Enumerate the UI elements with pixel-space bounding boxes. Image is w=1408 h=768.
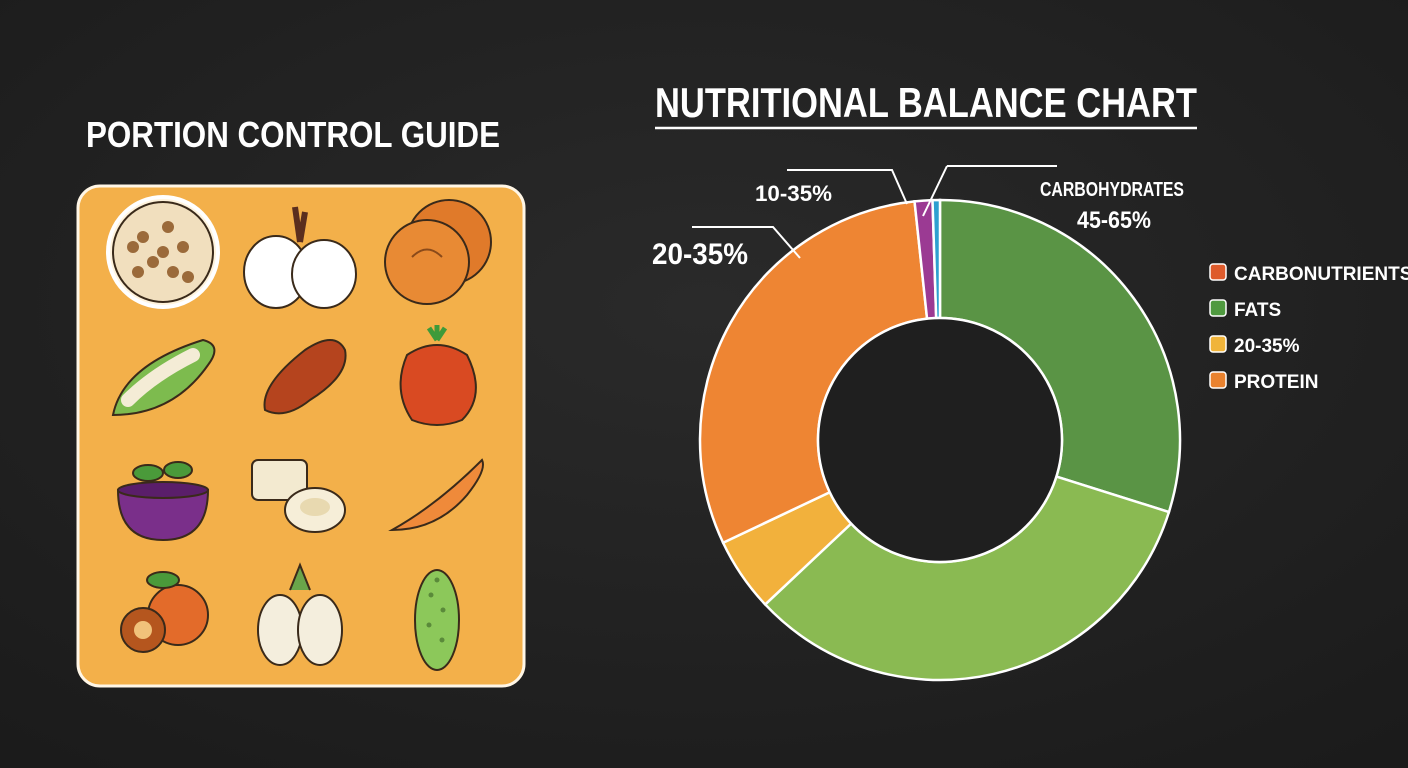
chart-title: NUTRITIONAL BALANCE CHART xyxy=(655,79,1197,126)
carrot-icon xyxy=(388,458,484,532)
tofu-icon xyxy=(251,459,346,533)
legend-item: CARBONUTRIENTS xyxy=(1209,263,1408,285)
legend-item: FATS xyxy=(1209,299,1281,321)
legend-label: CARBONUTRIENTS xyxy=(1234,264,1408,285)
legend-swatch xyxy=(1209,335,1227,353)
legend-label: 20-35% xyxy=(1234,336,1300,357)
carbs-label: CARBOHYDRATES xyxy=(1040,179,1184,201)
sweet-potato-icon xyxy=(263,339,347,415)
food-panel xyxy=(76,184,526,688)
carbs-range-label: 45-65% xyxy=(1077,207,1151,234)
donut-chart xyxy=(698,198,1182,682)
fat-range-label: 20-35% xyxy=(652,238,748,271)
carbs-leader xyxy=(922,165,948,217)
white-eggplant-icon xyxy=(257,562,343,666)
donut-hole xyxy=(816,316,1064,564)
persimmon-icon xyxy=(384,199,492,305)
legend-item: PROTEIN xyxy=(1209,371,1318,393)
legend: CARBONUTRIENTS FATS 20-35% PROTEIN xyxy=(1209,263,1408,393)
leader-lines xyxy=(692,165,1057,259)
tomato-icon xyxy=(399,325,477,426)
protein-leader xyxy=(787,169,908,205)
legend-label: FATS xyxy=(1234,300,1281,321)
legend-label: PROTEIN xyxy=(1234,372,1318,393)
food-grid xyxy=(106,195,492,671)
legend-swatch xyxy=(1209,263,1227,281)
legend-swatch xyxy=(1209,371,1227,389)
cucumber-icon xyxy=(414,569,460,671)
fruit-halves-icon xyxy=(120,571,209,653)
fat-leader xyxy=(692,226,801,259)
green-pea-pod-icon xyxy=(111,338,216,417)
legend-item: 20-35% xyxy=(1209,335,1300,357)
protein-range-label: 10-35% xyxy=(755,181,832,206)
legend-swatch xyxy=(1209,299,1227,317)
portion-guide-title: PORTION CONTROL GUIDE xyxy=(86,114,500,155)
garlic-icon xyxy=(243,206,357,309)
acai-bowl-icon xyxy=(116,461,210,542)
grain-cluster-icon xyxy=(106,195,220,309)
